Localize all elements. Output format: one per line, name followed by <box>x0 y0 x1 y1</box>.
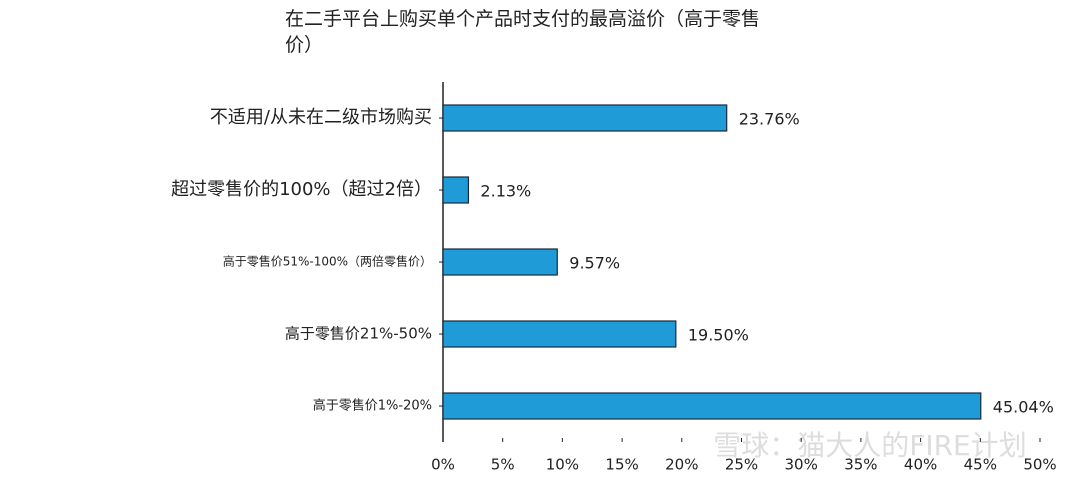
x-tick-label: 15% <box>605 456 638 474</box>
y-tick-label: 高于零售价21%-50% <box>285 325 432 343</box>
y-tick-label: 高于零售价51%-100%（两倍零售价） <box>223 254 432 269</box>
bar <box>442 248 558 276</box>
y-tick-label: 不适用/从未在二级市场购买 <box>210 107 432 128</box>
x-tick-label: 25% <box>725 456 758 474</box>
x-tick-label: 40% <box>904 456 937 474</box>
watermark: 雪球：猫大人的FIRE计划 <box>713 429 1027 462</box>
chart-title: 在二手平台上购买单个产品时支付的最高溢价（高于零售价） <box>285 8 761 56</box>
y-tick-label: 高于零售价1%-20% <box>313 398 432 414</box>
x-tick-label: 5% <box>491 456 515 474</box>
value-label: 2.13% <box>480 182 531 201</box>
bar <box>442 176 470 204</box>
bar <box>442 104 728 132</box>
x-tick-label: 35% <box>844 456 877 474</box>
value-label: 45.04% <box>993 398 1054 417</box>
value-label: 23.76% <box>739 110 800 129</box>
value-label: 9.57% <box>569 254 620 273</box>
x-tick-label: 20% <box>665 456 698 474</box>
x-tick-label: 50% <box>1023 456 1056 474</box>
x-tick-label: 45% <box>964 456 997 474</box>
x-tick-label: 30% <box>785 456 818 474</box>
bar <box>442 392 982 420</box>
value-label: 19.50% <box>688 326 749 345</box>
bar <box>442 320 677 348</box>
x-tick-label: 10% <box>546 456 579 474</box>
x-tick-label: 0% <box>431 456 455 474</box>
y-tick-label: 超过零售价的100%（超过2倍） <box>171 179 432 200</box>
